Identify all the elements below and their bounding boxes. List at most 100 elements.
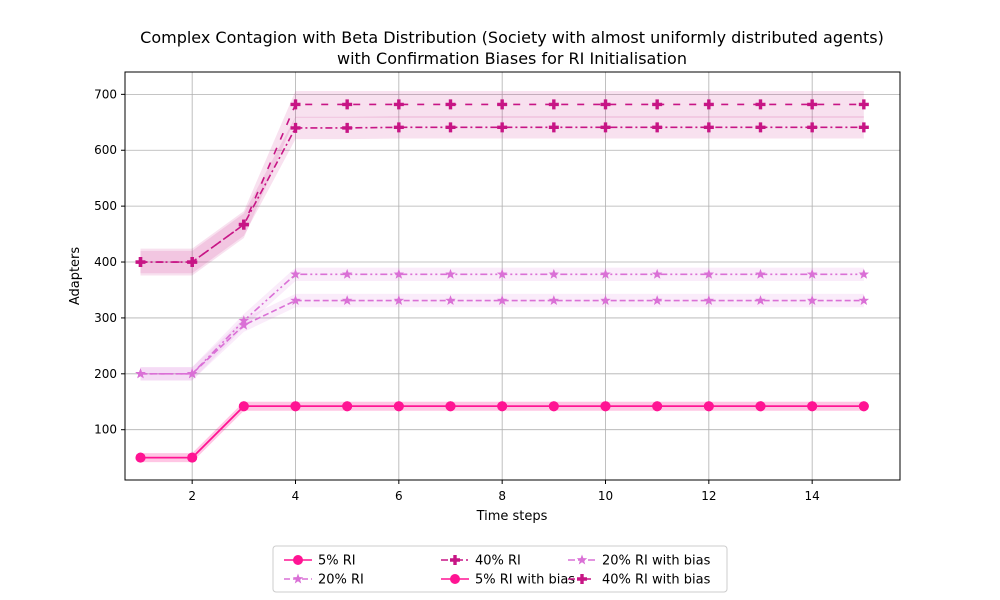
data-point-s2	[600, 295, 611, 306]
data-point-s5	[186, 368, 198, 379]
y-tick-label: 300	[94, 311, 117, 325]
data-point-s5	[445, 268, 456, 279]
data-point-s4	[548, 401, 559, 412]
x-tick-label: 4	[292, 489, 300, 503]
data-point-s3	[807, 122, 818, 133]
x-tick-label: 2	[188, 489, 196, 503]
data-point-s6	[497, 99, 508, 110]
data-point-s5	[290, 268, 301, 279]
data-point-s4	[652, 401, 663, 412]
y-tick-label: 400	[94, 255, 117, 269]
data-point-s4	[238, 401, 249, 412]
data-point-s6	[652, 99, 663, 110]
data-point-s6	[342, 99, 353, 110]
legend-marker	[577, 574, 587, 584]
data-point-s4	[755, 401, 766, 412]
data-point-s3	[703, 122, 714, 133]
series-band-2	[140, 293, 864, 381]
y-tick-label: 100	[94, 423, 117, 437]
y-tick-label: 700	[94, 87, 117, 101]
data-point-s6	[548, 99, 559, 110]
legend-item: 20% RI	[284, 573, 364, 588]
data-point-s4	[445, 401, 456, 412]
x-axis-label: Time steps	[476, 509, 548, 524]
series-band-5	[140, 267, 864, 381]
data-point-s5	[393, 268, 405, 279]
data-point-s5	[858, 268, 870, 279]
plot-frame	[124, 71, 901, 481]
y-axis-ticks: 100 200 300 400 500 600 700	[94, 87, 125, 437]
y-tick-label: 500	[94, 199, 117, 213]
data-point-s6	[755, 99, 766, 110]
data-point-s4	[393, 401, 404, 412]
data-point-s2	[496, 295, 508, 306]
data-point-s5	[238, 315, 250, 326]
y-axis-label: Adapters	[68, 247, 83, 306]
legend-item: 5% RI with bias	[441, 573, 575, 588]
legend-item: 20% RI with bias	[568, 554, 711, 569]
data-point-s2	[445, 295, 456, 306]
data-point-s3	[445, 122, 456, 133]
chart-title-line-1: Complex Contagion with Beta Distribution…	[140, 28, 884, 47]
data-point-s6	[290, 99, 301, 110]
data-point-s4	[807, 401, 818, 412]
legend-marker	[293, 555, 303, 565]
data-point-s3	[290, 122, 301, 133]
legend-item: 5% RI	[284, 554, 356, 569]
data-point-s3	[393, 122, 404, 133]
data-point-s3	[548, 122, 559, 133]
data-point-s6	[703, 99, 714, 110]
legend-item: 40% RI	[441, 554, 521, 569]
legend-label: 40% RI with bias	[602, 573, 711, 588]
data-point-s2	[393, 295, 405, 306]
confidence-bands	[140, 91, 864, 463]
data-point-s4	[600, 401, 611, 412]
data-point-s6	[858, 99, 869, 110]
data-point-s6	[600, 99, 611, 110]
x-tick-label: 14	[805, 489, 820, 503]
x-tick-label: 12	[701, 489, 716, 503]
data-point-s2	[651, 295, 663, 306]
data-point-s4	[290, 401, 301, 412]
data-point-s4	[342, 401, 353, 412]
data-point-s3	[652, 122, 663, 133]
data-point-s5	[496, 268, 508, 279]
chart-title-line-2: with Confirmation Biases for RI Initiali…	[337, 49, 687, 68]
legend-label: 5% RI	[318, 554, 356, 569]
legend-item: 40% RI with bias	[568, 573, 711, 588]
data-point-s2	[548, 295, 560, 306]
data-point-s4	[703, 401, 714, 412]
data-point-s5	[806, 268, 818, 279]
data-point-s2	[858, 295, 870, 306]
data-point-s4	[858, 401, 869, 412]
data-point-s2	[238, 319, 250, 330]
legend-label: 20% RI with bias	[602, 554, 711, 569]
data-point-s5	[651, 268, 663, 279]
data-point-s5	[703, 268, 715, 279]
series-markers	[135, 99, 870, 463]
data-point-s4	[187, 452, 198, 463]
legend-marker	[450, 555, 460, 565]
legend-label: 20% RI	[318, 573, 364, 588]
data-point-s2	[341, 295, 353, 306]
data-point-s6	[445, 99, 456, 110]
data-point-s3	[858, 122, 869, 133]
data-point-s5	[600, 268, 611, 279]
x-axis-ticks: 2 4 6 8 10 12 14	[188, 480, 820, 503]
data-point-s5	[755, 268, 766, 279]
x-tick-label: 8	[498, 489, 506, 503]
legend-frame	[272, 545, 728, 593]
x-tick-label: 10	[598, 489, 613, 503]
series-band-3	[140, 116, 864, 274]
data-point-s3	[342, 122, 353, 133]
data-point-s6	[807, 99, 818, 110]
series-band-6	[140, 91, 864, 276]
data-point-s6	[238, 219, 249, 230]
legend: 5% RI 20% RI 40% RI 5% RI with bias 20% RI w…	[272, 545, 728, 593]
legend-marker	[292, 573, 304, 584]
data-point-s4	[497, 401, 508, 412]
x-tick-label: 6	[395, 489, 403, 503]
data-point-s2	[755, 295, 766, 306]
legend-label: 5% RI with bias	[475, 573, 575, 588]
